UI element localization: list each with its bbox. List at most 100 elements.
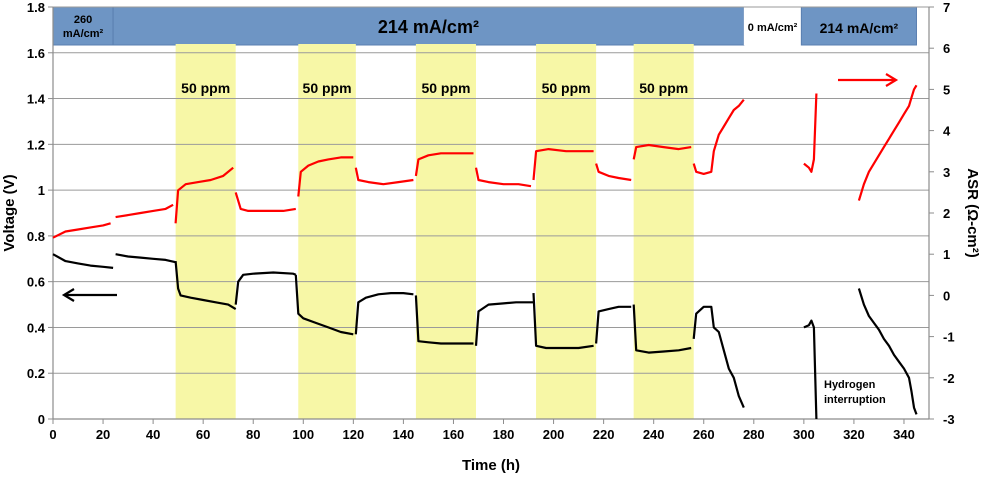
series [52, 84, 918, 420]
left-tick-label: 1.6 [27, 46, 45, 61]
left-tick-label: 1.2 [27, 137, 45, 152]
current-band-label: 0 mA/cm² [748, 22, 798, 34]
current-band-label: 214 mA/cm² [378, 17, 479, 37]
asr-series-line [474, 167, 532, 188]
left-tick-label: 0.2 [27, 366, 45, 381]
right-tick-label: -2 [943, 371, 955, 386]
x-tick-label: 0 [49, 427, 56, 442]
asr-series-line [174, 166, 234, 224]
asr-series-line [595, 163, 632, 182]
voltage-series-line [414, 295, 474, 345]
voltage-series-line [803, 319, 818, 420]
right-tick-label: 0 [943, 288, 950, 303]
voltage-series-line [52, 253, 114, 269]
asr-series-line [532, 148, 594, 181]
current-band [743, 7, 802, 45]
x-tick-label: 40 [146, 427, 160, 442]
voltage-series-line [234, 271, 297, 305]
current-band-label: 214 mA/cm² [820, 20, 899, 36]
x-tick-label: 300 [793, 427, 815, 442]
current-density-bands: 260 mA/cm² 214 mA/cm² 0 mA/cm² 214 mA/cm² [52, 6, 917, 46]
x-tick-label: 320 [843, 427, 865, 442]
current-band-label: 260 [74, 14, 92, 26]
left-tick-label: 0.6 [27, 275, 45, 290]
x-tick-label: 220 [593, 427, 615, 442]
voltage-series-line [115, 253, 176, 264]
x-tick-label: 120 [342, 427, 364, 442]
x-tick-label: 180 [493, 427, 515, 442]
x-tick-label: 240 [643, 427, 665, 442]
right-tick-label: 1 [943, 247, 950, 262]
asr-series-line [692, 99, 745, 175]
voltage-series-line [632, 304, 692, 354]
x-tick-label: 160 [443, 427, 465, 442]
current-band [800, 6, 917, 46]
current-band-label: mA/cm² [63, 28, 104, 40]
x-tick-label: 20 [96, 427, 110, 442]
voltage-series-line [354, 292, 414, 335]
x-tick-label: 140 [393, 427, 415, 442]
asr-series-line [115, 203, 174, 219]
axes: 0 0.2 0.4 0.6 0.8 1 1.2 1.4 1.6 1.8 -3 -2 -1 0 1 2 3 4 5 6 7… [27, 0, 955, 442]
right-tick-label: -3 [943, 412, 955, 427]
current-band [112, 6, 745, 46]
x-tick-label: 340 [893, 427, 915, 442]
x-axis-title: Time (h) [462, 457, 520, 474]
right-tick-label: 2 [943, 206, 950, 221]
left-tick-label: 1 [38, 183, 45, 198]
voltage-axis-arrowhead-icon [61, 288, 75, 302]
x-tick-label: 60 [196, 427, 210, 442]
left-tick-label: 0.4 [27, 320, 46, 335]
asr-series-line [52, 222, 111, 239]
left-tick-label: 0.8 [27, 229, 45, 244]
impurity-label: 50 ppm [421, 80, 470, 96]
impurity-band [298, 44, 356, 419]
left-tick-label: 1.8 [27, 0, 45, 15]
voltage-series-line [857, 288, 918, 415]
impurity-label: 50 ppm [639, 80, 688, 96]
x-tick-label: 200 [543, 427, 565, 442]
gridlines [53, 6, 929, 374]
x-tick-label: 260 [693, 427, 715, 442]
right-tick-label: 6 [943, 41, 950, 56]
voltage-series-line [174, 261, 237, 311]
x-tick-label: 80 [246, 427, 260, 442]
impurity-band [633, 44, 694, 419]
asr-axis-arrowhead-icon [885, 73, 899, 87]
annotation-text: Hydrogen [824, 379, 876, 391]
right-tick-label: 5 [943, 82, 950, 97]
right-tick-label: 4 [943, 124, 951, 139]
current-band [52, 6, 114, 46]
voltage-series-line [294, 274, 354, 336]
asr-series-line [414, 152, 474, 177]
right-tick-label: -1 [943, 330, 955, 345]
asr-series-line [234, 192, 296, 212]
impurity-label: 50 ppm [181, 80, 230, 96]
x-tick-label: 280 [743, 427, 765, 442]
left-tick-label: 0 [38, 412, 45, 427]
left-tick-label: 1.4 [27, 92, 46, 107]
asr-series-line [632, 143, 692, 160]
y-axis-title-left: Voltage (V) [1, 174, 18, 251]
labels: Time (h) Voltage (V) ASR (Ω-cm²) Hydrogen in… [1, 73, 981, 474]
asr-series-line [857, 84, 918, 201]
right-tick-label: 7 [943, 0, 950, 15]
annotation-text: interruption [824, 394, 886, 406]
impurity-band [536, 44, 597, 419]
voltage-series-line [692, 305, 745, 409]
impurity-band [175, 44, 236, 419]
y-axis-title-right: ASR (Ω-cm²) [964, 168, 981, 258]
right-tick-label: 3 [943, 165, 950, 180]
asr-series-line [354, 167, 414, 186]
impurity-label: 50 ppm [542, 80, 591, 96]
voltage-series-line [595, 305, 632, 344]
impurity-periods: 50 ppm 50 ppm 50 ppm 50 ppm 50 ppm [175, 44, 694, 419]
impurity-label: 50 ppm [303, 80, 352, 96]
voltage-series-line [474, 301, 534, 346]
asr-series-line [803, 93, 818, 173]
voltage-series-line [532, 293, 594, 350]
impurity-band [415, 44, 476, 419]
asr-series-line [297, 156, 354, 197]
